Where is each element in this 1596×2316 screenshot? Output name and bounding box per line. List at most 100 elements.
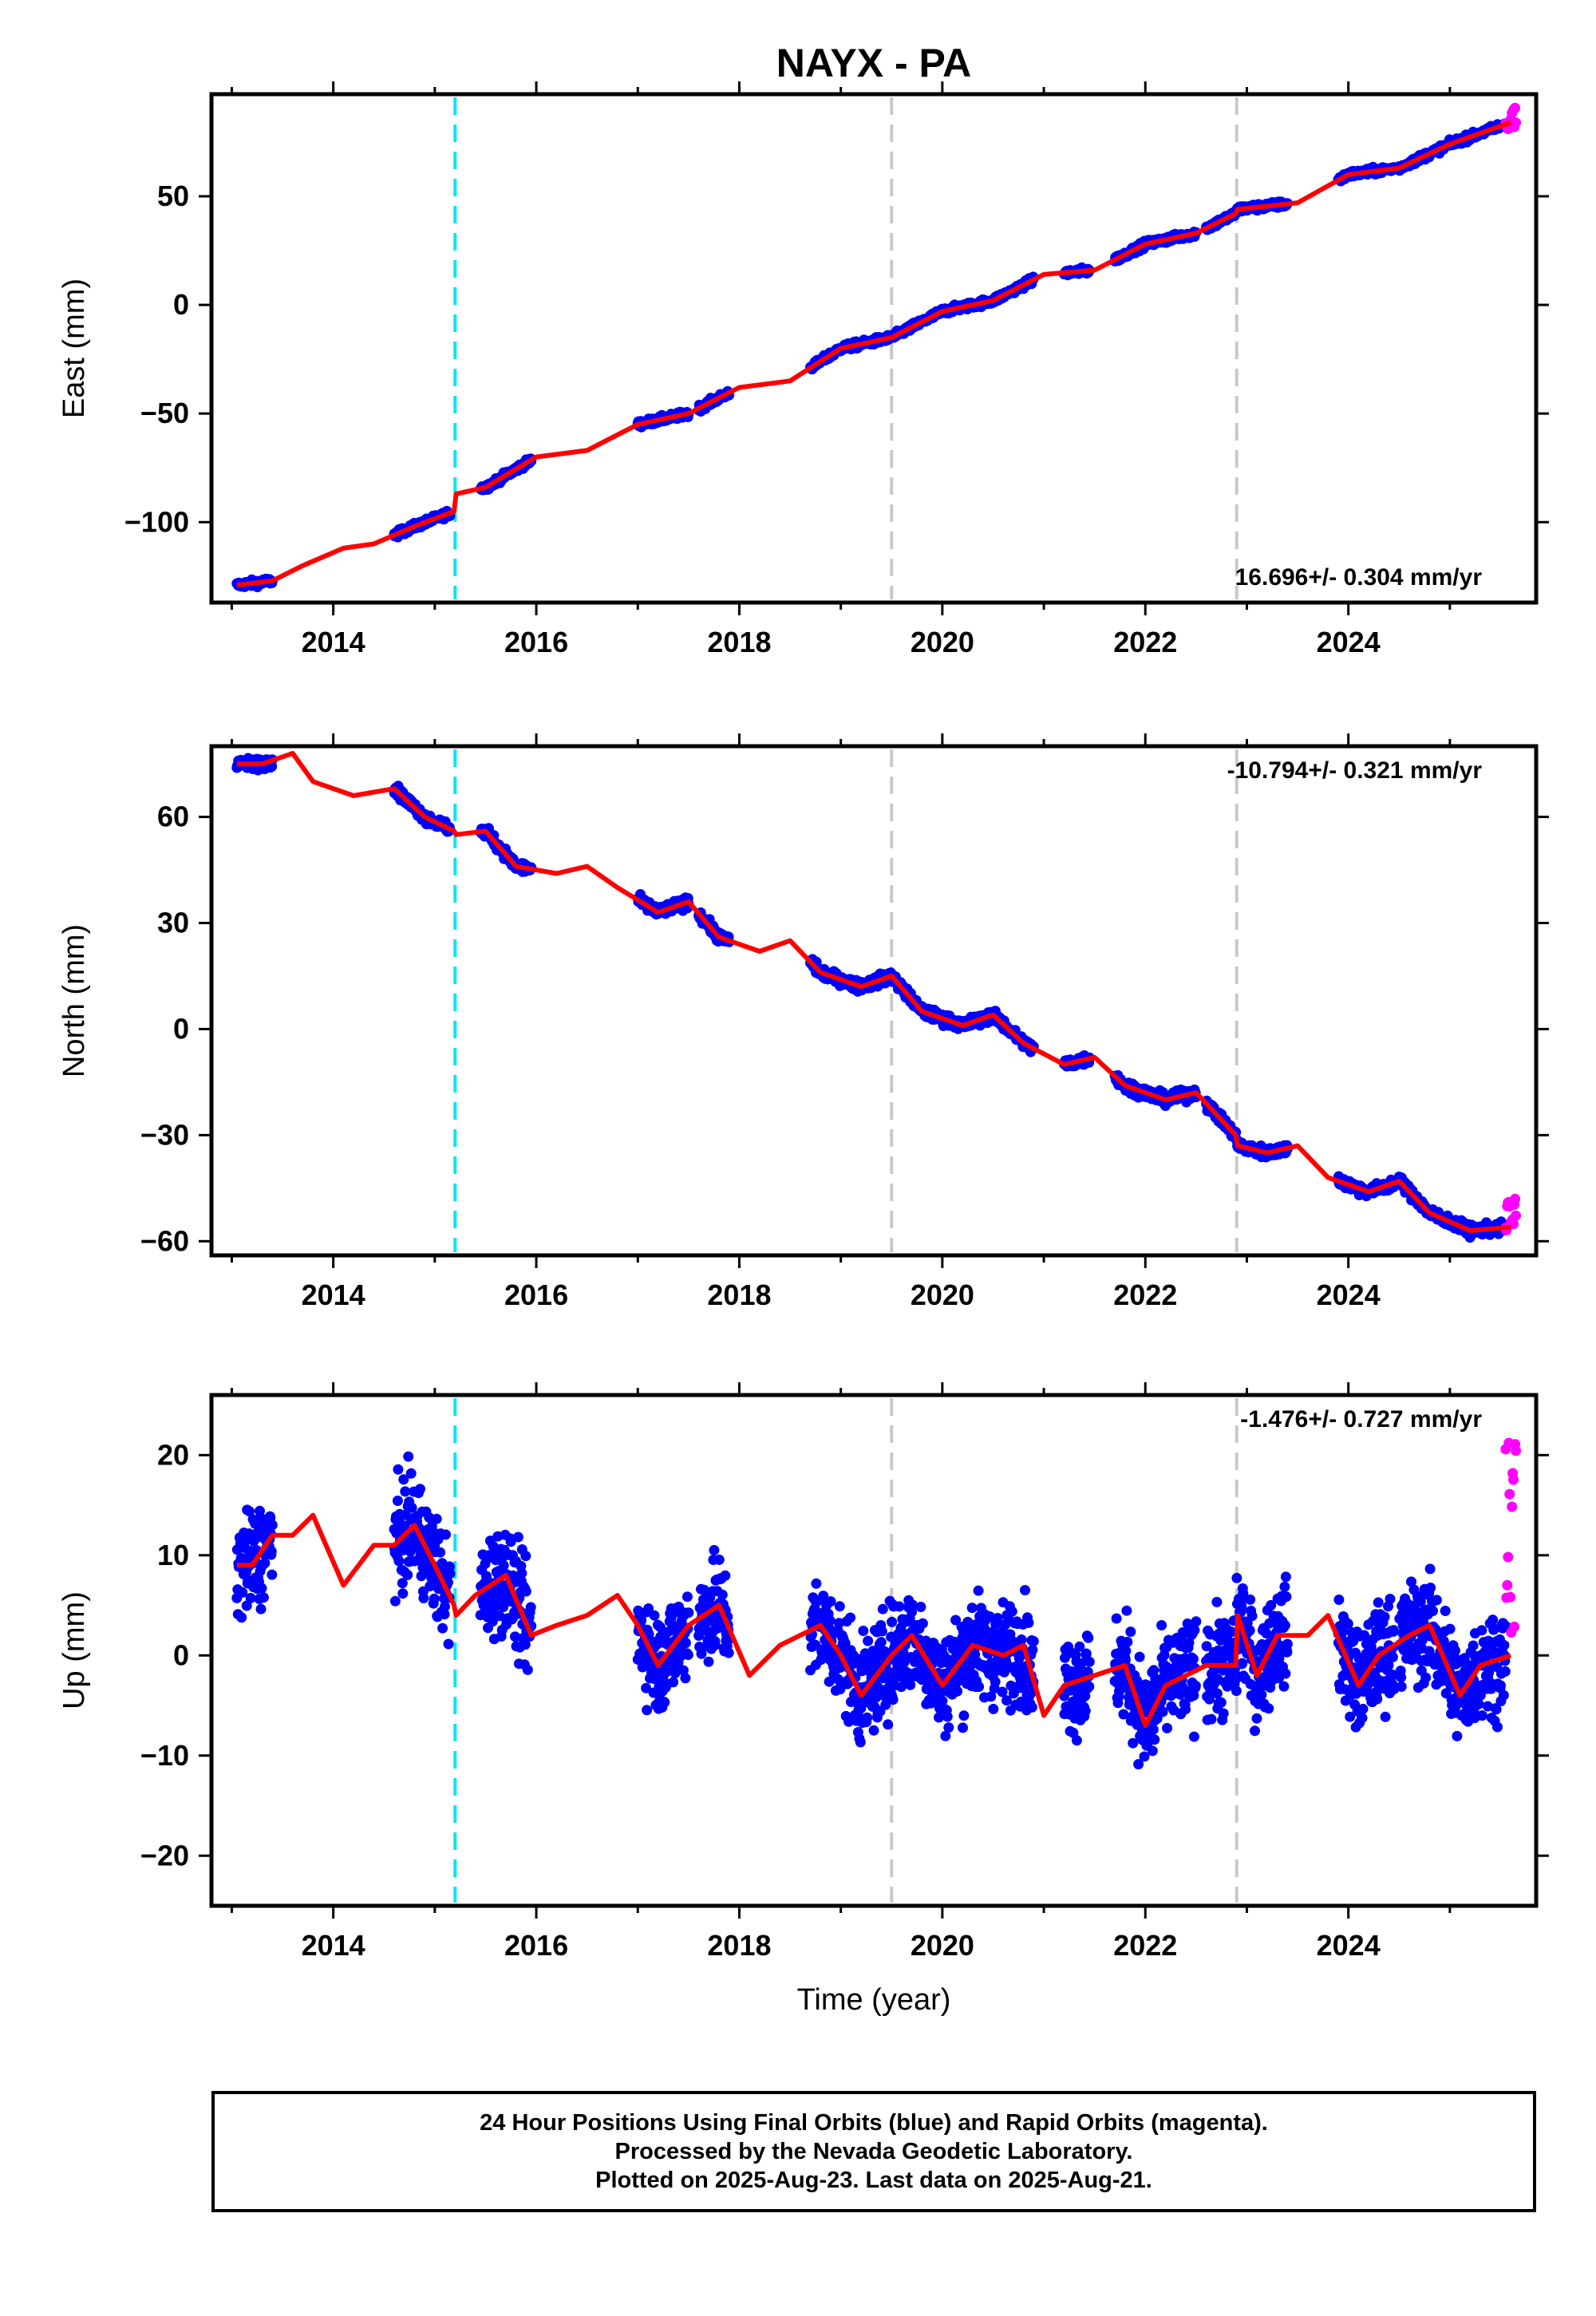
- data-point: [839, 1638, 851, 1649]
- data-point: [863, 1635, 874, 1646]
- data-point: [1016, 1634, 1027, 1645]
- data-point: [418, 1593, 429, 1603]
- data-point: [699, 1584, 709, 1595]
- data-point: [717, 1589, 728, 1600]
- data-point: [1147, 1745, 1158, 1757]
- data-point: [680, 1673, 691, 1684]
- data-point: [255, 1505, 265, 1516]
- data-point: [1084, 1656, 1095, 1667]
- data-point: [1188, 1731, 1199, 1742]
- data-point: [1236, 1601, 1247, 1612]
- data-point: [1345, 1711, 1356, 1722]
- data-point: [505, 1536, 516, 1547]
- data-point: [855, 1737, 866, 1748]
- data-point: [1211, 1688, 1223, 1699]
- data-point: [1211, 1596, 1223, 1607]
- data-point: [877, 1603, 888, 1614]
- data-point: [429, 1593, 440, 1604]
- data-point: [1125, 1626, 1136, 1638]
- data-point: [1122, 1636, 1133, 1647]
- data-point: [811, 1578, 822, 1589]
- data-point: [258, 1592, 269, 1603]
- data-point: [1148, 1665, 1159, 1676]
- y-tick-label: 0: [173, 288, 189, 321]
- data-point: [895, 1682, 907, 1693]
- data-point: [398, 1474, 409, 1485]
- y-tick-label: −50: [140, 397, 189, 429]
- rapid-point: [1511, 117, 1522, 128]
- data-point: [1148, 1724, 1159, 1735]
- data-point: [1282, 1638, 1293, 1650]
- data-point: [1280, 1571, 1291, 1583]
- data-point: [1134, 1651, 1145, 1662]
- data-point: [984, 1611, 995, 1622]
- data-point: [525, 1602, 536, 1613]
- data-point: [1279, 1581, 1290, 1592]
- data-point: [516, 1567, 527, 1579]
- data-point: [907, 1599, 918, 1611]
- data-point: [974, 1682, 985, 1692]
- axes-frame: [209, 92, 1539, 605]
- data-point: [988, 1703, 999, 1714]
- data-point: [1231, 1686, 1242, 1697]
- data-point: [1083, 1632, 1094, 1643]
- data-point: [406, 1502, 417, 1513]
- data-point: [862, 1712, 873, 1723]
- data-point: [1231, 1572, 1242, 1583]
- data-point: [267, 1520, 278, 1531]
- panel-north: 2014 2016 2018 2020 2022 2024−60−3003060North…: [57, 733, 1549, 1311]
- data-point: [824, 1676, 835, 1687]
- data-point: [437, 1622, 448, 1634]
- data-point: [522, 1664, 533, 1675]
- x-tick-label: 2020: [911, 1279, 974, 1311]
- data-point: [986, 1691, 997, 1702]
- data-point: [267, 1569, 278, 1580]
- data-point: [851, 1654, 863, 1664]
- data-point: [958, 1710, 970, 1721]
- data-point: [402, 1569, 413, 1580]
- data-point: [643, 1603, 654, 1614]
- data-point: [868, 1725, 879, 1736]
- data-point: [1250, 1725, 1260, 1737]
- data-point: [940, 1730, 951, 1741]
- data-point: [1333, 1595, 1345, 1605]
- data-point: [259, 1558, 271, 1569]
- data-point: [1190, 1680, 1201, 1691]
- x-tick-label: 2022: [1113, 626, 1177, 658]
- data-point: [937, 1695, 948, 1706]
- y-axis-label: North (mm): [57, 924, 91, 1077]
- data-point: [1162, 1722, 1172, 1733]
- data-point: [1074, 1641, 1085, 1652]
- data-point: [255, 1603, 267, 1614]
- data-point: [709, 1639, 721, 1650]
- data-point: [519, 1639, 531, 1650]
- data-point: [1120, 1646, 1132, 1657]
- data-point: [1071, 1735, 1082, 1746]
- data-point: [681, 1591, 693, 1603]
- data-point: [1189, 1625, 1200, 1636]
- data-point: [723, 1647, 734, 1658]
- data-point: [1245, 1594, 1256, 1605]
- data-point: [1251, 1713, 1262, 1724]
- data-point: [431, 1513, 442, 1524]
- data-point: [1120, 1654, 1131, 1666]
- data-point: [1191, 1616, 1202, 1627]
- rapid-point: [1508, 1219, 1519, 1230]
- x-tick-label: 2014: [302, 626, 365, 658]
- data-point: [1266, 1599, 1277, 1611]
- y-tick-label: 60: [157, 800, 189, 833]
- x-tick-label: 2024: [1317, 1279, 1381, 1311]
- data-point: [880, 1699, 891, 1710]
- y-tick-label: 50: [157, 180, 189, 212]
- data-point: [680, 1638, 691, 1649]
- data-point: [1139, 1751, 1150, 1762]
- data-point: [696, 1648, 707, 1659]
- x-tick-label: 2014: [302, 1279, 365, 1311]
- data-point: [1218, 1708, 1229, 1719]
- data-point: [1188, 1690, 1199, 1701]
- data-point: [244, 1506, 255, 1517]
